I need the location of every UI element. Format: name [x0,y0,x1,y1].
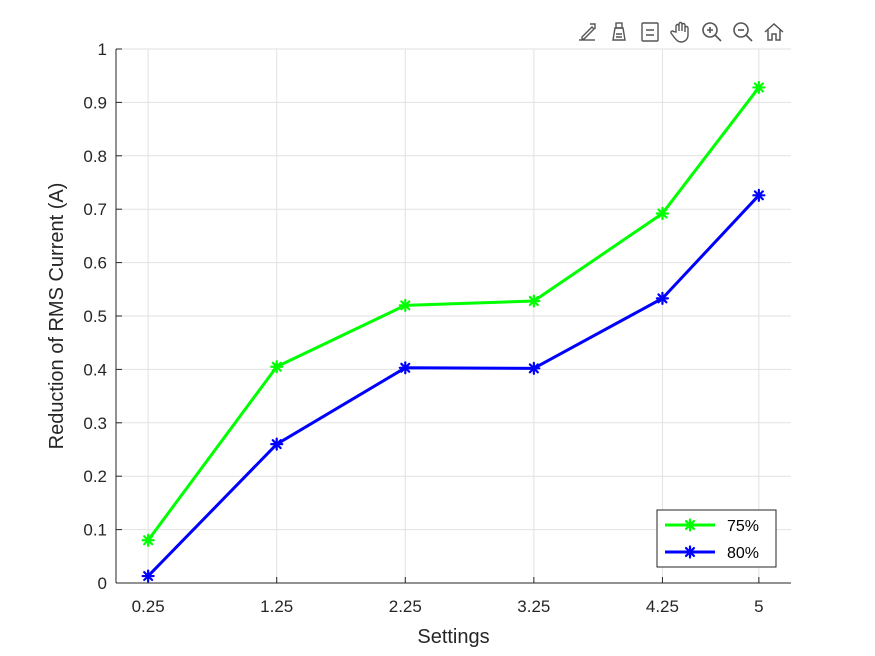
legend-label: 80% [727,545,759,562]
home-icon [764,22,784,41]
y-tick-label: 0.7 [83,200,107,219]
legend-label: 75% [727,518,759,535]
y-tick-label: 1 [98,40,107,59]
y-axis-label: Reduction of RMS Current (A) [46,183,68,450]
y-tick-label: 0.8 [83,147,107,166]
data-point [752,188,766,202]
zoom-out-button[interactable] [729,18,757,46]
data-point [141,533,155,547]
export-button[interactable] [574,18,602,46]
series-line [146,86,761,542]
data-tips-icon [641,22,659,42]
zoom-in-icon [702,22,722,42]
series-line [147,194,760,578]
pan-icon [670,21,689,43]
data-point [398,298,412,312]
y-tick-label: 0.1 [83,521,107,540]
series-2 [141,188,766,583]
data-point [527,361,541,375]
x-tick-label: 2.25 [389,597,422,616]
brush-icon [612,22,626,41]
x-tick-label: 3.25 [517,597,550,616]
x-tick-label: 1.25 [260,597,293,616]
legend-item: 80% [665,545,759,562]
grid [116,48,791,584]
data-point [398,361,412,375]
x-axis-ticks: 0.25 1.25 2.25 3.25 4.25 5 [132,577,764,616]
data-point [270,360,284,374]
x-tick-label: 0.25 [132,597,165,616]
x-axis-label: Settings [417,626,489,648]
x-tick-label: 4.25 [646,597,679,616]
data-point [270,437,284,451]
legend-item: 75% [665,518,759,535]
axes-toolbar [574,18,788,46]
series-layer [141,80,766,583]
data-tips-button[interactable] [636,18,664,46]
y-tick-label: 0.6 [83,254,107,273]
legend-marker [683,518,697,532]
y-tick-label: 0 [98,574,107,593]
y-axis-ticks: 0 0.1 0.2 0.3 0.4 0.5 0.6 0.7 0.8 0.9 1 [83,40,122,593]
x-tick-label: 5 [754,597,763,616]
brush-button[interactable] [605,18,633,46]
data-point [752,80,766,95]
legend: 75% 80% [656,509,777,568]
data-point [527,294,541,308]
y-tick-label: 0.4 [83,360,107,379]
y-tick-label: 0.9 [83,93,107,112]
legend-box [656,509,777,568]
series-1 [141,80,766,547]
data-point [655,206,670,221]
y-tick-label: 0.5 [83,307,107,326]
zoom-in-button[interactable] [698,18,726,46]
y-tick-label: 0.3 [83,414,107,433]
legend-marker [683,545,697,559]
y-tick-label: 0.2 [83,467,107,486]
zoom-out-icon [733,22,753,42]
home-button[interactable] [760,18,788,46]
export-icon [579,23,596,41]
pan-button[interactable] [667,18,695,46]
data-point [655,291,670,305]
data-point [141,569,155,583]
